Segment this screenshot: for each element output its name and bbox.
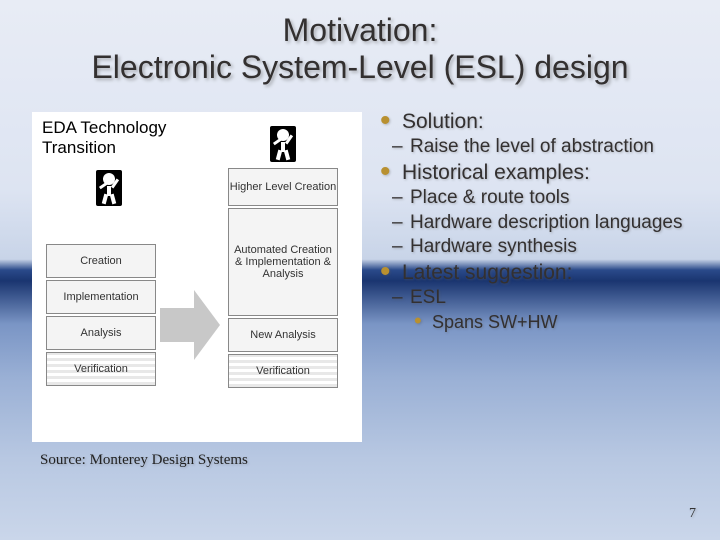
- sub-synthesis: Hardware synthesis: [380, 236, 710, 259]
- sub-hdl: Hardware description languages: [380, 212, 710, 235]
- cell-new-analysis: New Analysis: [228, 318, 338, 352]
- bullet-content: Solution: Raise the level of abstraction…: [380, 110, 710, 333]
- bullet-solution: Solution:: [380, 110, 710, 134]
- sub-esl: ESL: [380, 287, 710, 310]
- diagram-title: EDA Technology Transition: [42, 118, 166, 157]
- slide: Motivation: Electronic System-Level (ESL…: [0, 0, 720, 540]
- cell-verification-2: Verification: [228, 354, 338, 388]
- sub-place-route: Place & route tools: [380, 187, 710, 210]
- right-column: Higher Level Creation Automated Creation…: [228, 168, 338, 390]
- diagram-title-l1: EDA Technology: [42, 118, 166, 137]
- cell-automated: Automated Creation & Implementation & An…: [228, 208, 338, 316]
- person-icon: [96, 170, 122, 206]
- cell-higher-level: Higher Level Creation: [228, 168, 338, 206]
- left-column: Creation Implementation Analysis Verific…: [46, 244, 156, 388]
- cell-implementation: Implementation: [46, 280, 156, 314]
- eda-diagram: EDA Technology Transition Creation Imple…: [32, 112, 362, 442]
- cell-verification: Verification: [46, 352, 156, 386]
- cell-creation: Creation: [46, 244, 156, 278]
- subsub-spans: Spans SW+HW: [380, 312, 710, 333]
- sub-raise-abstraction: Raise the level of abstraction: [380, 136, 710, 159]
- person-icon: [270, 126, 296, 162]
- diagram-title-l2: Transition: [42, 138, 116, 157]
- cell-analysis: Analysis: [46, 316, 156, 350]
- source-citation: Source: Monterey Design Systems: [40, 452, 248, 469]
- transition-arrow-icon: [160, 290, 220, 360]
- bullet-historical: Historical examples:: [380, 161, 710, 185]
- title-line-2: Electronic System-Level (ESL) design: [0, 49, 720, 86]
- slide-title: Motivation: Electronic System-Level (ESL…: [0, 12, 720, 86]
- bullet-latest: Latest suggestion:: [380, 261, 710, 285]
- page-number: 7: [689, 506, 696, 522]
- title-line-1: Motivation:: [0, 12, 720, 49]
